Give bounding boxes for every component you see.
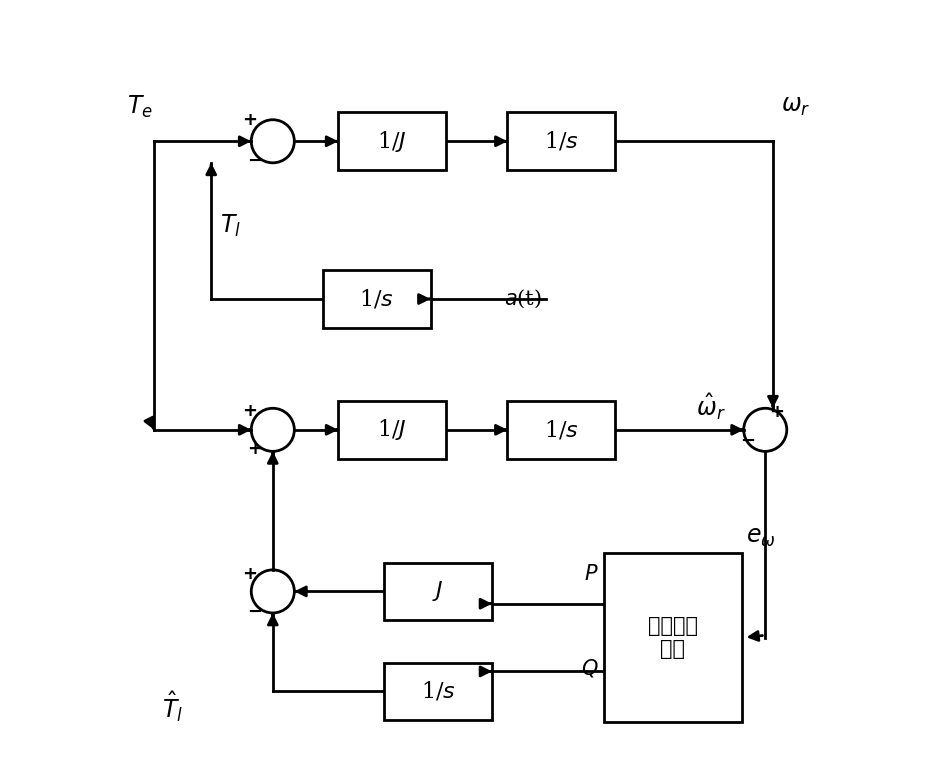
Text: 观测器控
制律: 观测器控 制律: [648, 616, 698, 660]
Text: $e_\omega$: $e_\omega$: [746, 526, 776, 549]
Text: $P$: $P$: [583, 563, 598, 584]
Text: $\hat{T}_l$: $\hat{T}_l$: [162, 690, 183, 724]
Text: $\omega_r$: $\omega_r$: [780, 95, 810, 118]
FancyBboxPatch shape: [339, 401, 446, 459]
FancyBboxPatch shape: [385, 663, 492, 720]
Text: +: +: [242, 401, 257, 419]
Text: 1/$J$: 1/$J$: [377, 417, 407, 443]
Text: $a$(t): $a$(t): [505, 288, 542, 310]
Text: +: +: [248, 440, 263, 458]
Text: $T_l$: $T_l$: [220, 213, 241, 239]
Text: $J$: $J$: [432, 580, 444, 604]
FancyBboxPatch shape: [339, 112, 446, 170]
Text: −: −: [248, 603, 263, 622]
Text: +: +: [769, 403, 784, 421]
Text: 1/$s$: 1/$s$: [359, 288, 394, 311]
Text: 1/$s$: 1/$s$: [544, 418, 579, 441]
Text: −: −: [248, 152, 263, 170]
Text: +: +: [242, 565, 257, 583]
Text: 1/$s$: 1/$s$: [421, 680, 456, 703]
Text: +: +: [242, 111, 257, 129]
FancyBboxPatch shape: [385, 563, 492, 620]
FancyBboxPatch shape: [507, 112, 615, 170]
FancyBboxPatch shape: [604, 553, 742, 722]
Text: $Q$: $Q$: [581, 657, 598, 680]
Text: 1/$s$: 1/$s$: [544, 129, 579, 153]
Text: 1/$J$: 1/$J$: [377, 129, 407, 153]
FancyBboxPatch shape: [323, 270, 431, 328]
Text: $\hat{\omega}_r$: $\hat{\omega}_r$: [696, 391, 726, 422]
FancyBboxPatch shape: [507, 401, 615, 459]
Text: −: −: [740, 432, 755, 450]
Text: $T_e$: $T_e$: [127, 94, 153, 120]
